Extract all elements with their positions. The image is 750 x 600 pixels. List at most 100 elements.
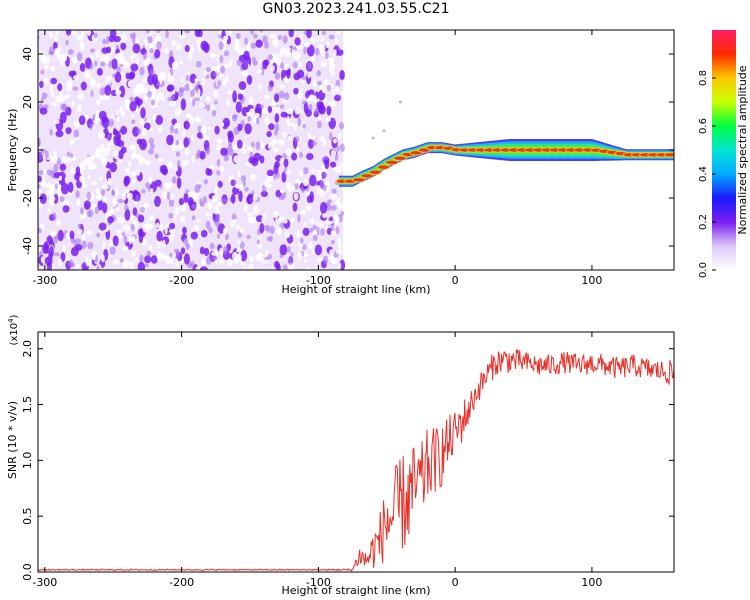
- spectrogram-ridge: [335, 100, 674, 187]
- noise-blob: [200, 127, 205, 134]
- noise-blob: [131, 119, 136, 125]
- noise-blob: [159, 126, 164, 132]
- noise-blob: [336, 30, 341, 36]
- noise-blob: [302, 227, 310, 236]
- noise-blob: [211, 109, 217, 117]
- noise-blob: [98, 95, 105, 101]
- noise-blob: [129, 96, 135, 102]
- noise-blob: [115, 109, 120, 115]
- noise-blob: [296, 45, 302, 50]
- noise-blob: [50, 230, 56, 238]
- noise-blob: [261, 216, 265, 224]
- noise-blob: [205, 95, 211, 102]
- noise-blob: [246, 75, 253, 85]
- noise-blob: [199, 102, 206, 109]
- noise-blob: [208, 125, 214, 131]
- noise-blob: [273, 147, 279, 152]
- noise-blob: [325, 41, 330, 49]
- noise-blob: [123, 235, 128, 245]
- noise-blob: [326, 105, 332, 116]
- noise-blob: [149, 215, 153, 221]
- noise-blob: [288, 30, 294, 38]
- noise-blob: [164, 225, 168, 235]
- noise-blob: [310, 37, 316, 42]
- noise-blob: [96, 82, 101, 89]
- noise-blob: [168, 75, 175, 83]
- noise-blob: [317, 174, 323, 180]
- noise-blob: [330, 100, 337, 107]
- noise-blob: [278, 216, 285, 221]
- noise-blob: [96, 232, 101, 238]
- noise-blob: [184, 30, 191, 34]
- noise-blob: [184, 45, 190, 53]
- noise-blob: [127, 80, 133, 88]
- noise-blob: [74, 120, 78, 126]
- noise-blob: [205, 255, 212, 265]
- noise-blob: [312, 230, 317, 236]
- noise-blob: [262, 59, 268, 70]
- noise-blob: [237, 170, 241, 178]
- noise-blob: [316, 226, 320, 236]
- noise-blob: [226, 243, 231, 252]
- noise-blob: [76, 104, 83, 113]
- noise-blob: [68, 49, 74, 55]
- noise-blob: [276, 171, 280, 179]
- noise-blob: [257, 252, 264, 262]
- noise-blob: [293, 72, 301, 81]
- noise-blob: [159, 184, 163, 189]
- noise-blob: [252, 56, 256, 62]
- noise-blob: [145, 30, 150, 34]
- x-tick-label: -200: [169, 274, 194, 287]
- y-tick-label: 0.5: [21, 507, 34, 525]
- noise-blob: [226, 74, 230, 82]
- noise-blob: [39, 193, 47, 204]
- noise-blob: [113, 188, 119, 197]
- noise-blob: [149, 48, 154, 54]
- noise-blob: [85, 258, 92, 267]
- noise-blob: [195, 115, 201, 123]
- noise-blob: [241, 149, 247, 154]
- noise-blob: [217, 180, 223, 188]
- x-tick-label: 100: [581, 274, 602, 287]
- snr-y-label: SNR (10 * v/v): [6, 401, 19, 479]
- noise-blob: [134, 96, 140, 104]
- noise-blob: [178, 198, 184, 206]
- noise-blob: [323, 79, 328, 86]
- noise-blob: [246, 111, 252, 117]
- noise-blob: [287, 135, 292, 141]
- ridge-speckle: [371, 136, 375, 140]
- noise-blob: [86, 191, 91, 201]
- noise-blob: [184, 146, 190, 156]
- noise-blob: [42, 243, 50, 254]
- noise-blob: [259, 30, 264, 34]
- noise-blob: [232, 114, 239, 119]
- noise-blob: [202, 196, 207, 204]
- noise-blob: [79, 41, 85, 51]
- noise-blob: [314, 244, 323, 256]
- noise-blob: [307, 62, 312, 70]
- noise-blob: [148, 224, 154, 230]
- noise-blob: [324, 159, 330, 170]
- noise-blob: [294, 107, 301, 115]
- noise-blob: [277, 34, 282, 40]
- noise-blob: [267, 84, 273, 92]
- noise-blob: [266, 176, 273, 183]
- noise-blob: [236, 59, 242, 66]
- noise-blob: [267, 143, 272, 150]
- noise-blob: [130, 235, 136, 242]
- noise-blob: [148, 244, 153, 249]
- ridge-core-segment: [632, 153, 644, 157]
- noise-blob: [138, 232, 144, 244]
- noise-blob: [175, 43, 182, 51]
- noise-blob: [223, 63, 230, 69]
- noise-blob: [50, 65, 56, 72]
- noise-blob: [148, 137, 154, 145]
- y-tick-label: 0: [21, 147, 34, 154]
- noise-blob: [167, 96, 173, 102]
- noise-blob: [331, 205, 337, 212]
- noise-blob: [271, 65, 275, 72]
- noise-blob: [284, 63, 290, 71]
- noise-blob: [65, 127, 72, 135]
- snr-plot-area: [38, 332, 674, 572]
- noise-blob: [151, 86, 156, 94]
